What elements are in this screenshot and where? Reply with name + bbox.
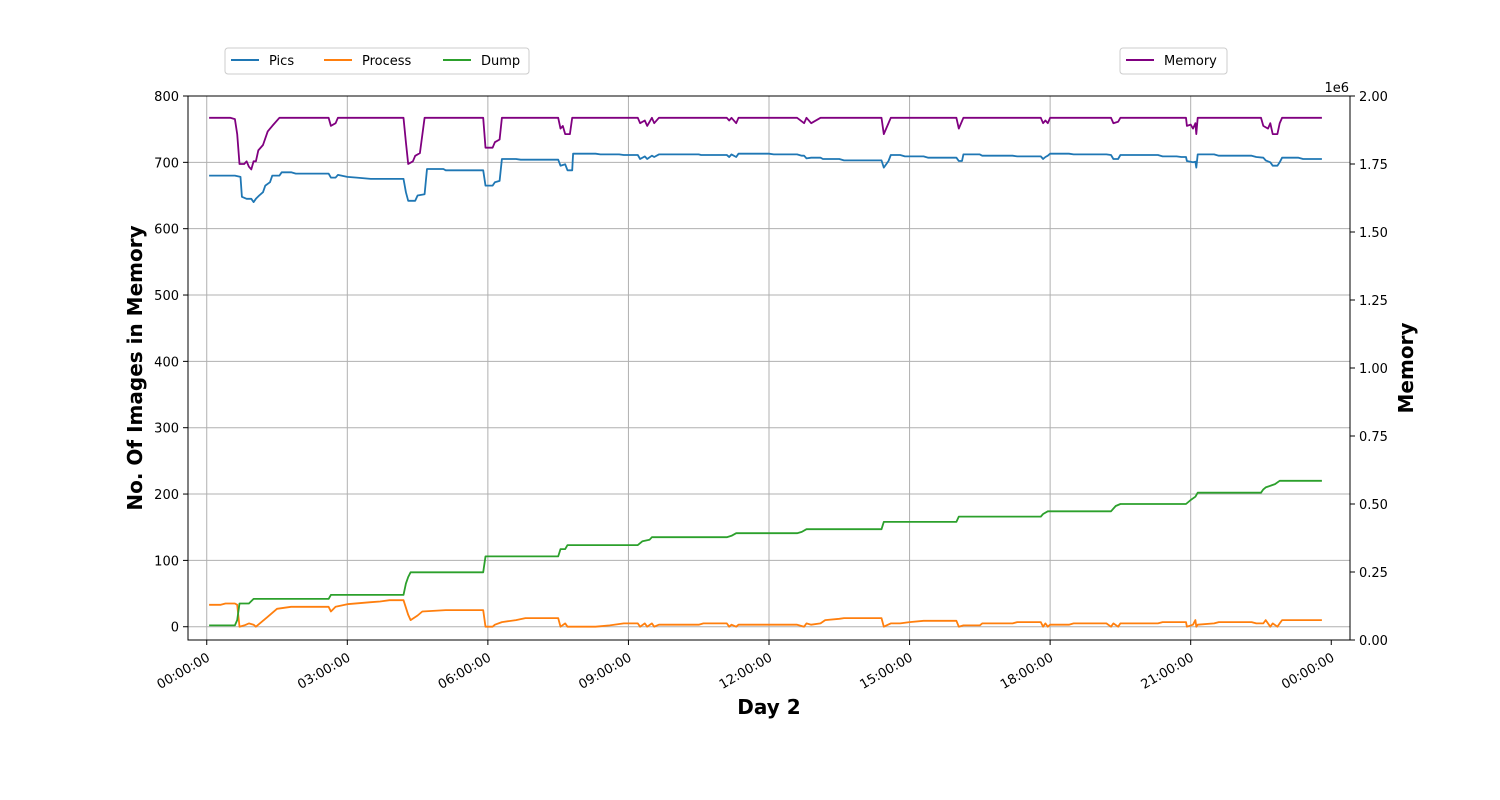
y-right-tick-label: 1.25 — [1359, 294, 1388, 309]
y-right-axis-ticks: 0.00 0.25 0.50 0.75 1.00 1.25 1.50 1.75 2.00 — [1350, 90, 1388, 649]
series-lines — [209, 116, 1322, 628]
y-left-tick-label: 0 — [171, 621, 179, 636]
y-right-tick-label: 1.75 — [1359, 158, 1388, 173]
legend-right: Memory — [1119, 47, 1228, 75]
series-line-process — [209, 599, 1322, 628]
legend-right-frame — [1119, 47, 1228, 75]
series-line-memory — [209, 116, 1322, 171]
x-axis-title: Day 2 — [737, 695, 800, 719]
y-left-tick-label: 300 — [154, 422, 179, 437]
series-line-pics — [209, 152, 1322, 203]
y-left-axis-ticks: 0 100 200 300 400 500 600 700 800 — [154, 90, 188, 636]
legend-label-pics: Pics — [269, 54, 294, 69]
y-left-tick-label: 600 — [154, 223, 179, 238]
legend-label-memory: Memory — [1164, 54, 1217, 69]
series-line-dump — [209, 479, 1322, 627]
y-right-tick-label: 0.25 — [1359, 566, 1388, 581]
y-left-tick-label: 200 — [154, 488, 179, 503]
y-left-tick-label: 400 — [154, 355, 179, 370]
y-right-tick-label: 0.50 — [1359, 498, 1388, 513]
y-left-tick-label: 800 — [154, 90, 179, 105]
y-left-tick-label: 100 — [154, 554, 179, 569]
y-right-tick-label: 0.00 — [1359, 634, 1388, 649]
y-left-tick-label: 500 — [154, 289, 179, 304]
y-right-tick-label: 2.00 — [1359, 90, 1388, 105]
y-right-axis-title: Memory — [1394, 323, 1418, 414]
y-left-axis-title: No. Of Images in Memory — [123, 225, 147, 510]
y-left-tick-label: 700 — [154, 156, 179, 171]
right-axis-multiplier: 1e6 — [1324, 81, 1349, 96]
legend-label-process: Process — [362, 54, 412, 69]
legend-left-frame — [224, 47, 530, 75]
legend-left: Pics Process Dump — [224, 47, 530, 75]
legend-label-dump: Dump — [481, 54, 520, 69]
y-right-tick-label: 1.00 — [1359, 362, 1388, 377]
y-right-tick-label: 1.50 — [1359, 226, 1388, 241]
y-right-tick-label: 0.75 — [1359, 430, 1388, 445]
